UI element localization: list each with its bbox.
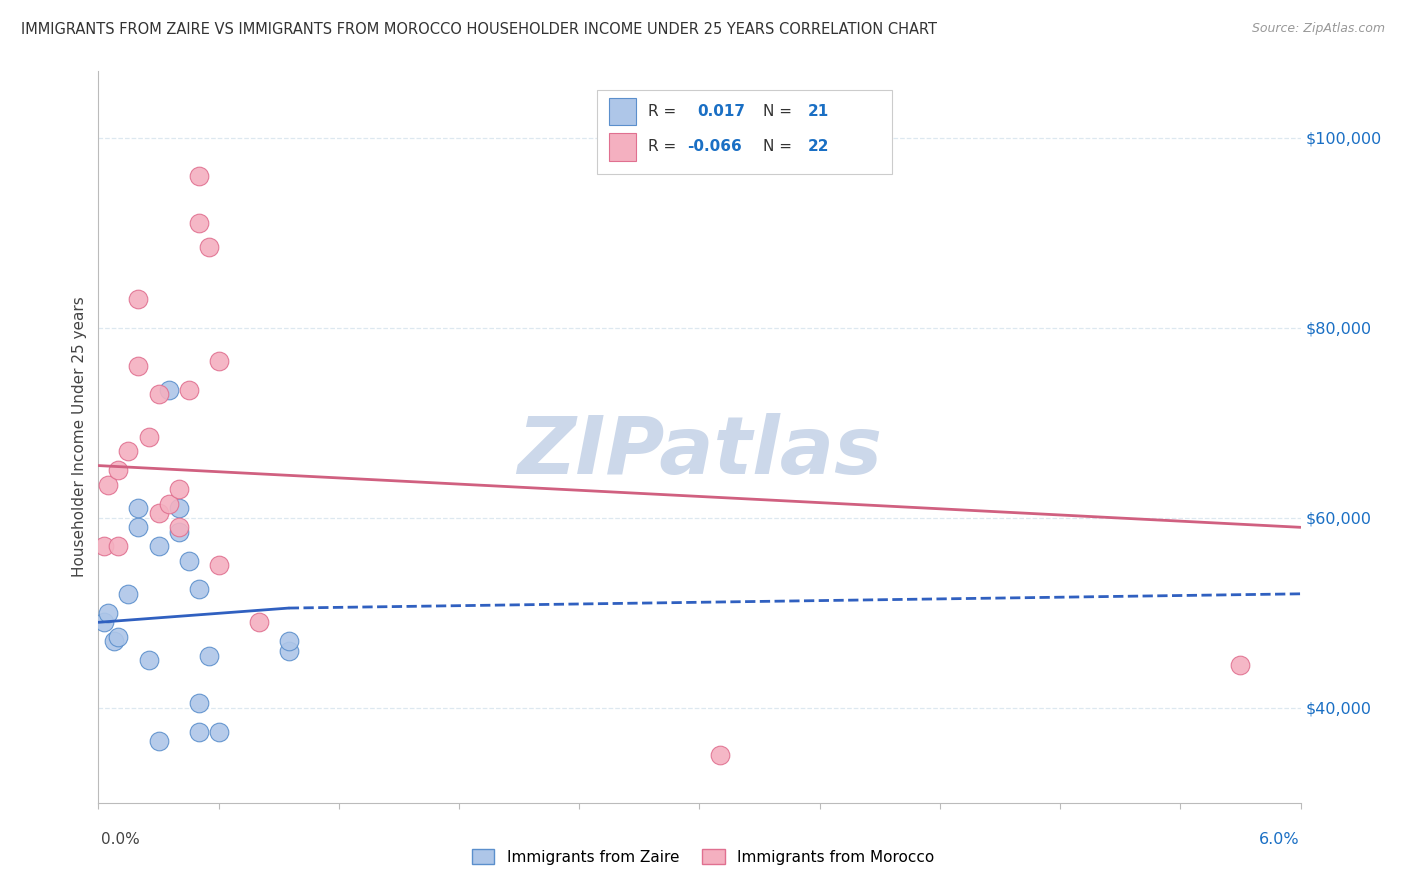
Text: 6.0%: 6.0% [1258, 832, 1299, 847]
Point [208, 724, 231, 739]
Point [709, 748, 731, 763]
Point [138, 653, 160, 667]
Text: N =: N = [763, 104, 797, 120]
Text: ZIPatlas: ZIPatlas [517, 413, 882, 491]
Text: 22: 22 [807, 139, 830, 154]
Point [187, 216, 209, 230]
Point [117, 587, 139, 601]
Point [117, 444, 139, 458]
Point [277, 644, 299, 658]
Point [107, 630, 129, 644]
Point [187, 696, 209, 710]
Point [103, 634, 125, 648]
FancyBboxPatch shape [598, 90, 891, 174]
Point [208, 354, 231, 368]
Point [157, 383, 180, 397]
Point [177, 383, 200, 397]
Text: R =: R = [648, 104, 681, 120]
Text: 0.0%: 0.0% [101, 832, 141, 847]
Point [138, 430, 160, 444]
Point [97, 477, 120, 491]
Point [277, 634, 299, 648]
Point [1229, 658, 1251, 673]
Point [187, 169, 209, 183]
Point [148, 506, 170, 520]
Point [197, 240, 219, 254]
Text: IMMIGRANTS FROM ZAIRE VS IMMIGRANTS FROM MOROCCO HOUSEHOLDER INCOME UNDER 25 YEA: IMMIGRANTS FROM ZAIRE VS IMMIGRANTS FROM… [21, 22, 936, 37]
Text: R =: R = [648, 139, 681, 154]
Point [167, 524, 190, 539]
FancyBboxPatch shape [609, 98, 636, 126]
Point [148, 387, 170, 401]
Point [97, 606, 120, 620]
Text: N =: N = [763, 139, 797, 154]
Point [128, 359, 150, 373]
Point [177, 553, 200, 567]
Point [167, 483, 190, 497]
Point [128, 293, 150, 307]
Point [148, 734, 170, 748]
Legend: Immigrants from Zaire, Immigrants from Morocco: Immigrants from Zaire, Immigrants from M… [465, 843, 941, 871]
Point [247, 615, 270, 630]
Point [128, 501, 150, 516]
Y-axis label: Householder Income Under 25 years: Householder Income Under 25 years [72, 297, 87, 577]
FancyBboxPatch shape [609, 133, 636, 161]
Point [197, 648, 219, 663]
Point [167, 501, 190, 516]
Point [208, 558, 231, 573]
Point [107, 539, 129, 553]
Point [167, 520, 190, 534]
Point [157, 497, 180, 511]
Point [128, 520, 150, 534]
Point [93, 615, 115, 630]
Point [148, 539, 170, 553]
Text: -0.066: -0.066 [688, 139, 742, 154]
Point [107, 463, 129, 477]
Text: 0.017: 0.017 [697, 104, 745, 120]
Point [93, 539, 115, 553]
Point [187, 724, 209, 739]
Point [187, 582, 209, 596]
Text: Source: ZipAtlas.com: Source: ZipAtlas.com [1251, 22, 1385, 36]
Text: 21: 21 [807, 104, 830, 120]
